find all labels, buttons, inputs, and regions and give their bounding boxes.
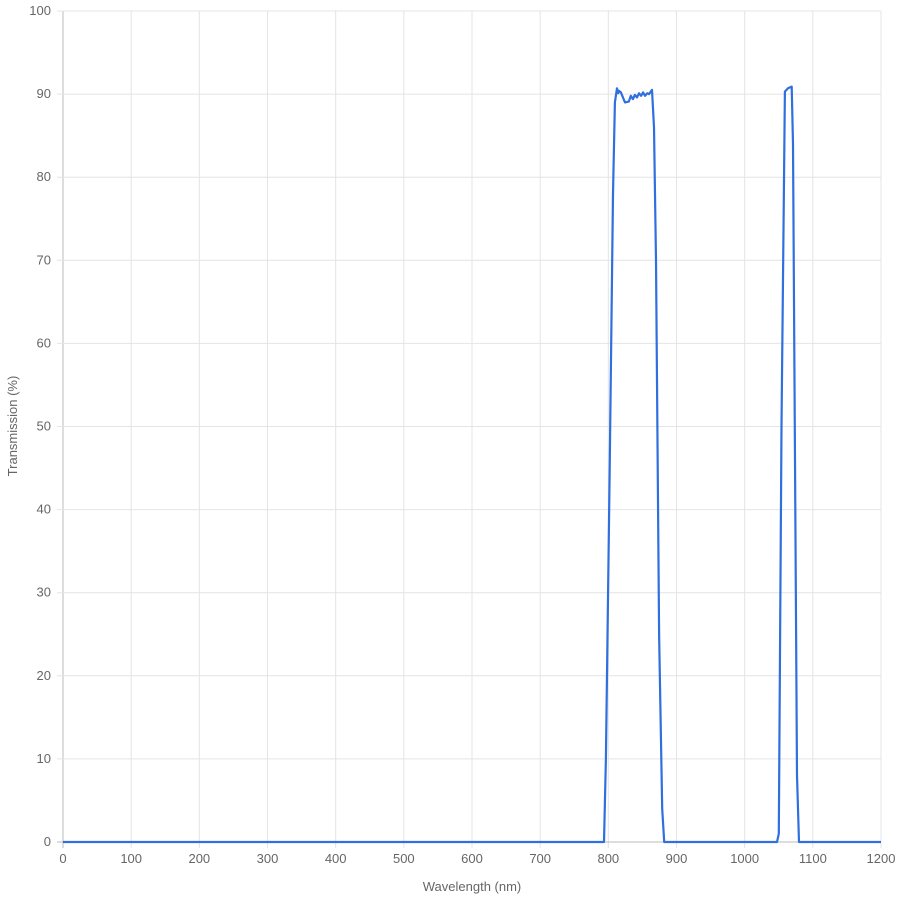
- series-line: [63, 85, 881, 844]
- x-tick-label: 400: [325, 851, 347, 866]
- x-tick-label: 300: [257, 851, 279, 866]
- grid: [57, 10, 882, 848]
- tick-labels: 0 100 200 300 400 500 600 700 800 900 1000 1100 1200…: [29, 3, 895, 866]
- x-tick-label: 200: [188, 851, 210, 866]
- x-tick-label: 100: [120, 851, 142, 866]
- y-tick-label: 60: [37, 335, 51, 350]
- x-tick-label: 1100: [799, 851, 827, 866]
- y-axis-label: Transmission (%): [5, 376, 20, 477]
- x-axis-label: Wavelength (nm): [423, 879, 522, 894]
- y-tick-label: 0: [44, 834, 51, 849]
- x-tick-label: 0: [59, 851, 66, 866]
- x-tick-label: 900: [666, 851, 688, 866]
- y-tick-label: 90: [37, 86, 51, 101]
- x-tick-label: 600: [461, 851, 483, 866]
- x-tick-label: 800: [597, 851, 619, 866]
- y-tick-label: 10: [37, 751, 51, 766]
- y-tick-label: 30: [37, 585, 51, 600]
- y-tick-label: 50: [37, 419, 51, 434]
- x-tick-label: 1200: [867, 851, 896, 866]
- x-tick-label: 500: [393, 851, 415, 866]
- y-tick-label: 100: [29, 3, 51, 18]
- y-tick-label: 70: [37, 252, 51, 267]
- y-tick-label: 40: [37, 502, 51, 517]
- x-tick-label: 700: [529, 851, 551, 866]
- y-tick-label: 80: [37, 169, 51, 184]
- x-tick-label: 1000: [730, 851, 759, 866]
- y-tick-label: 20: [37, 668, 51, 683]
